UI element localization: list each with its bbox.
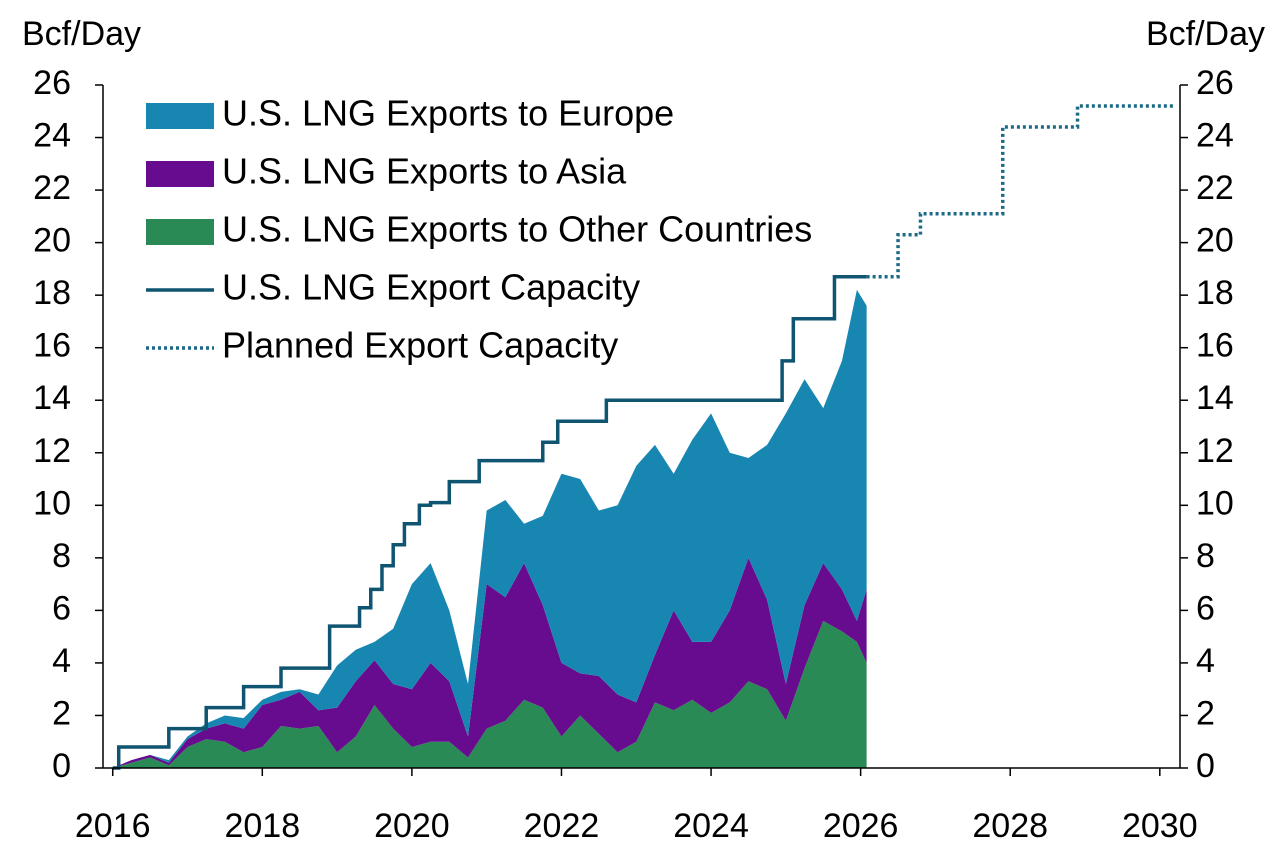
area [112,289,867,768]
x-tick-label: 2022 [524,807,600,845]
y2-tick-label: 2 [1196,694,1215,732]
y-tick-label: 22 [33,169,71,207]
y2-tick-label: 24 [1196,117,1234,155]
x-tick-label: 2024 [673,807,749,845]
capacity-line [112,275,867,770]
y-tick-label: 8 [52,537,71,575]
y-tick-label: 16 [33,327,71,365]
legend-label: U.S. LNG Exports to Europe [222,93,674,134]
y2-tick-label: 6 [1196,589,1215,627]
y-axis-title: Bcf/Day [22,15,141,53]
x-tick-label: 2016 [75,807,151,845]
y-tick-label: 10 [33,484,71,522]
x-tick-label: 2028 [972,807,1048,845]
y2-tick-label: 14 [1196,379,1234,417]
legend-swatch [146,103,214,129]
legend-label: U.S. LNG Exports to Asia [222,151,627,192]
y-tick-label: 6 [52,589,71,627]
y-tick-label: 24 [33,117,71,155]
legend-label: U.S. LNG Export Capacity [222,267,640,308]
legend-swatch [146,219,214,245]
legend-swatch [146,161,214,187]
x-tick-label: 2020 [374,807,450,845]
y2-axis-title: Bcf/Day [1146,15,1265,53]
x-tick-label: 2030 [1122,807,1198,845]
y2-tick-label: 22 [1196,169,1234,207]
y-tick-label: 2 [52,694,71,732]
y2-tick-label: 10 [1196,484,1234,522]
y2-tick-label: 18 [1196,274,1234,312]
y2-tick-label: 26 [1196,64,1234,102]
area [112,557,867,768]
y2-tick-label: 16 [1196,327,1234,365]
y-tick-label: 20 [33,222,71,260]
y-tick-label: 18 [33,274,71,312]
y-tick-label: 4 [52,642,71,680]
x-tick-label: 2026 [823,807,899,845]
y2-tick-label: 20 [1196,222,1234,260]
y-tick-label: 0 [52,747,71,785]
y2-tick-label: 4 [1196,642,1215,680]
y-tick-label: 14 [33,379,71,417]
y-tick-label: 26 [33,64,71,102]
x-tick-label: 2018 [224,807,300,845]
legend-label: U.S. LNG Exports to Other Countries [222,209,812,250]
y-tick-label: 12 [33,432,71,470]
y2-tick-label: 8 [1196,537,1215,575]
area [112,620,867,768]
y2-tick-label: 0 [1196,747,1215,785]
capacity-line [866,104,1175,279]
y2-tick-label: 12 [1196,432,1234,470]
legend-label: Planned Export Capacity [222,325,618,366]
